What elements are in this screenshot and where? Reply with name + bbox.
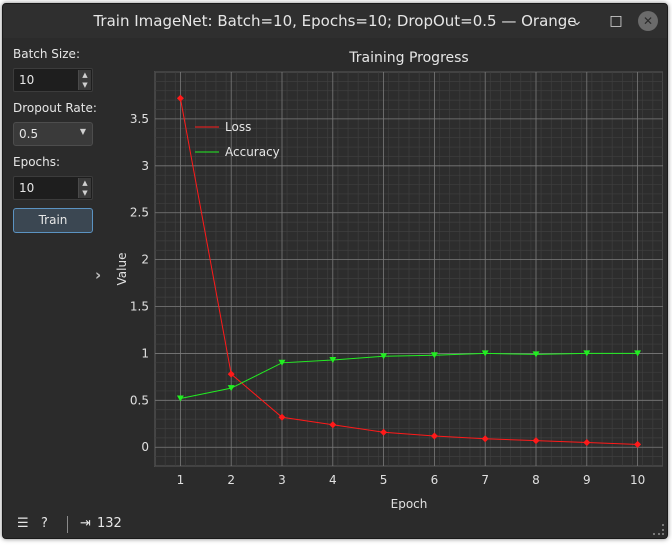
data-point-accuracy [634, 350, 642, 357]
series-line-accuracy [180, 352, 638, 399]
chevron-right-icon[interactable]: › [95, 266, 102, 284]
batch-size-spinbox[interactable]: 10 ▲ ▼ [13, 68, 93, 92]
status-bar: ☰ ? ⇥ 132 [3, 510, 667, 538]
data-point-accuracy [481, 350, 489, 357]
dropout-value[interactable]: 0.5 [19, 127, 39, 141]
training-chart: 1 2 3 4 5 6 7 8 9 10 0 0.5 1 1.5 2 2.5 3 3.5 Training Prog… [107, 42, 664, 514]
dropout-label: Dropout Rate: [13, 101, 97, 115]
data-point-loss [532, 437, 540, 445]
down-arrow-icon[interactable]: ▼ [82, 81, 88, 89]
data-point-accuracy [380, 353, 388, 360]
title-bar[interactable]: Train ImageNet: Batch=10, Epochs=10; Dro… [3, 4, 667, 38]
window-title: Train ImageNet: Batch=10, Epochs=10; Dro… [93, 12, 577, 30]
data-point-loss [329, 421, 337, 429]
up-arrow-icon[interactable]: ▲ [82, 179, 88, 187]
data-point-loss [176, 94, 184, 102]
status-separator [67, 516, 68, 533]
hamburger-menu-icon[interactable]: ☰ [17, 516, 29, 531]
x-tick-label: 6 [431, 473, 439, 487]
x-tick-label: 8 [532, 473, 540, 487]
data-point-loss [583, 439, 591, 447]
output-icon[interactable]: ⇥ [80, 516, 91, 531]
y-tick-label: 2 [141, 253, 149, 267]
data-point-accuracy [583, 350, 591, 357]
epochs-label: Epochs: [13, 155, 61, 169]
down-arrow-icon[interactable]: ▼ [82, 189, 88, 197]
app-window: Train ImageNet: Batch=10, Epochs=10; Dro… [2, 3, 668, 539]
epochs-stepper[interactable]: ▲ ▼ [78, 178, 91, 198]
chart-title: Training Progress [348, 50, 468, 66]
y-tick-label: 1.5 [130, 300, 149, 314]
data-point-accuracy [532, 351, 540, 358]
data-point-accuracy [227, 385, 235, 392]
up-arrow-icon[interactable]: ▲ [82, 71, 88, 79]
epochs-value[interactable]: 10 [19, 181, 35, 195]
minimize-icon[interactable]: ⌄ [571, 13, 583, 29]
data-point-accuracy [278, 359, 286, 366]
output-count: 132 [97, 516, 122, 531]
x-tick-label: 9 [583, 473, 591, 487]
x-tick-label: 7 [481, 473, 489, 487]
data-point-loss [634, 440, 642, 448]
series-line-loss [179, 98, 638, 445]
y-tick-label: 1 [141, 346, 149, 360]
batch-size-label: Batch Size: [13, 47, 80, 61]
batch-size-stepper[interactable]: ▲ ▼ [78, 70, 91, 90]
resize-grip[interactable] [653, 524, 664, 535]
control-panel: Batch Size: 10 ▲ ▼ Dropout Rate: 0.5 ▼ E… [3, 38, 98, 508]
batch-size-value[interactable]: 10 [19, 73, 35, 87]
data-point-loss [430, 432, 438, 440]
x-tick-label: 2 [227, 473, 235, 487]
help-icon[interactable]: ? [41, 516, 48, 531]
train-button[interactable]: Train [13, 208, 93, 233]
chart-svg: 1 2 3 4 5 6 7 8 9 10 0 0.5 1 1.5 2 2.5 3 3.5 Training Prog… [115, 50, 664, 511]
data-point-accuracy [329, 356, 337, 363]
y-tick-label: 2.5 [130, 206, 149, 220]
close-icon[interactable]: ✕ [638, 11, 658, 31]
x-axis-label: Epoch [391, 497, 428, 511]
x-tick-label: 10 [630, 473, 645, 487]
y-tick-label: 0.5 [130, 393, 149, 407]
maximize-icon[interactable]: □ [609, 13, 623, 29]
data-point-loss [278, 413, 286, 421]
data-point-accuracy [430, 352, 438, 359]
y-tick-label: 0 [141, 440, 149, 454]
legend-label: Loss [225, 120, 251, 134]
epochs-spinbox[interactable]: 10 ▲ ▼ [13, 176, 93, 200]
y-tick-label: 3 [141, 159, 149, 173]
legend-label: Accuracy [225, 145, 280, 159]
dropout-combobox[interactable]: 0.5 ▼ [13, 122, 93, 146]
x-tick-label: 4 [329, 473, 337, 487]
x-tick-label: 3 [278, 473, 286, 487]
data-point-accuracy [176, 395, 184, 402]
x-tick-label: 1 [177, 473, 185, 487]
y-axis-label: Value [115, 253, 129, 286]
x-tick-label: 5 [380, 473, 388, 487]
data-point-loss [227, 370, 235, 378]
data-point-loss [380, 428, 388, 436]
data-point-loss [481, 435, 489, 443]
chevron-down-icon[interactable]: ▼ [79, 127, 86, 136]
y-tick-label: 3.5 [130, 112, 149, 126]
